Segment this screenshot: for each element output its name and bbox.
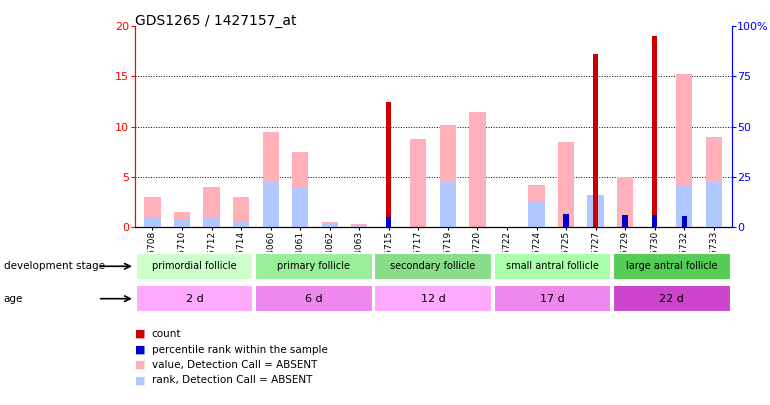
Bar <box>440 182 456 227</box>
Bar <box>564 214 569 227</box>
Bar <box>255 285 373 312</box>
Bar <box>322 222 338 227</box>
Text: primordial follicle: primordial follicle <box>152 261 236 271</box>
Bar <box>144 197 161 227</box>
Text: value, Detection Call = ABSENT: value, Detection Call = ABSENT <box>152 360 317 370</box>
Bar <box>136 253 253 280</box>
Bar <box>469 111 486 227</box>
Bar <box>255 253 373 280</box>
Bar <box>676 185 692 227</box>
Bar <box>705 136 722 227</box>
Bar <box>440 125 456 227</box>
Bar <box>528 202 544 227</box>
Text: percentile rank within the sample: percentile rank within the sample <box>152 345 327 354</box>
Text: rank, Detection Call = ABSENT: rank, Detection Call = ABSENT <box>152 375 312 385</box>
Bar <box>203 217 219 227</box>
Text: 6 d: 6 d <box>305 294 323 304</box>
Text: 12 d: 12 d <box>420 294 446 304</box>
Bar <box>351 225 367 227</box>
Text: small antral follicle: small antral follicle <box>506 261 599 271</box>
Text: ■: ■ <box>135 345 146 354</box>
Text: development stage: development stage <box>4 261 105 271</box>
Text: ■: ■ <box>135 360 146 370</box>
Text: primary follicle: primary follicle <box>277 261 350 271</box>
Bar <box>613 285 731 312</box>
Bar <box>144 217 161 227</box>
Bar <box>386 102 391 227</box>
Bar <box>528 185 544 227</box>
Text: ■: ■ <box>135 375 146 385</box>
Bar <box>322 224 338 227</box>
Bar <box>374 253 492 280</box>
Text: large antral follicle: large antral follicle <box>626 261 718 271</box>
Bar <box>263 132 279 227</box>
Bar <box>410 139 427 227</box>
Bar <box>676 75 692 227</box>
Text: 2 d: 2 d <box>186 294 203 304</box>
Bar <box>174 219 190 227</box>
Bar <box>233 197 249 227</box>
Bar <box>174 212 190 227</box>
Text: age: age <box>4 294 23 304</box>
Bar <box>705 182 722 227</box>
Bar <box>292 151 308 227</box>
Bar <box>386 217 391 227</box>
Bar <box>292 187 308 227</box>
Bar <box>494 253 611 280</box>
Text: GDS1265 / 1427157_at: GDS1265 / 1427157_at <box>135 14 296 28</box>
Text: 22 d: 22 d <box>659 294 685 304</box>
Bar <box>588 195 604 227</box>
Bar <box>233 221 249 227</box>
Bar <box>613 253 731 280</box>
Bar <box>681 216 687 227</box>
Bar <box>622 215 628 227</box>
Text: 17 d: 17 d <box>540 294 565 304</box>
Bar <box>203 187 219 227</box>
Bar <box>558 142 574 227</box>
Bar <box>617 177 633 227</box>
Bar <box>593 54 598 227</box>
Text: count: count <box>152 329 181 339</box>
Bar <box>263 182 279 227</box>
Text: ■: ■ <box>135 329 146 339</box>
Text: secondary follicle: secondary follicle <box>390 261 476 271</box>
Bar <box>494 285 611 312</box>
Bar <box>136 285 253 312</box>
Bar <box>652 215 658 227</box>
Bar <box>374 285 492 312</box>
Bar <box>652 36 658 227</box>
Bar <box>351 224 367 227</box>
